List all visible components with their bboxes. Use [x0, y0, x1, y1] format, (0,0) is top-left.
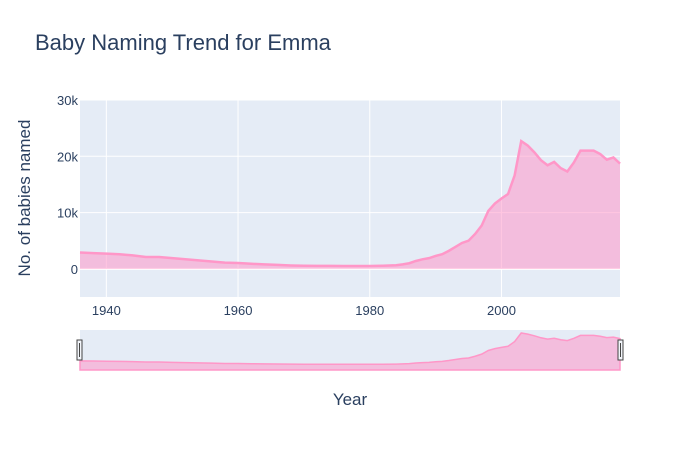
- chart-title: Baby Naming Trend for Emma: [35, 30, 332, 55]
- series-line[interactable]: [79, 138, 621, 268]
- y-tick-labels: 0 10k 20k 30k: [57, 93, 78, 277]
- y-tick-label: 0: [71, 262, 78, 277]
- y-tick-label: 10k: [57, 206, 78, 221]
- x-tick-label: 2000: [487, 303, 516, 318]
- y-tick-label: 20k: [57, 149, 78, 164]
- y-axis-title: No. of babies named: [15, 120, 34, 277]
- x-tick-labels: 1940 1960 1980 2000: [92, 303, 516, 318]
- x-tick-label: 1980: [355, 303, 384, 318]
- y-tick-label: 30k: [57, 93, 78, 108]
- x-tick-label: 1940: [92, 303, 121, 318]
- range-slider-preview: [79, 332, 621, 371]
- range-slider-left-handle[interactable]: [76, 339, 83, 361]
- x-tick-label: 1960: [224, 303, 253, 318]
- x-axis-title: Year: [333, 390, 368, 409]
- series-area-fill: [80, 141, 620, 269]
- range-slider-right-handle[interactable]: [617, 339, 624, 361]
